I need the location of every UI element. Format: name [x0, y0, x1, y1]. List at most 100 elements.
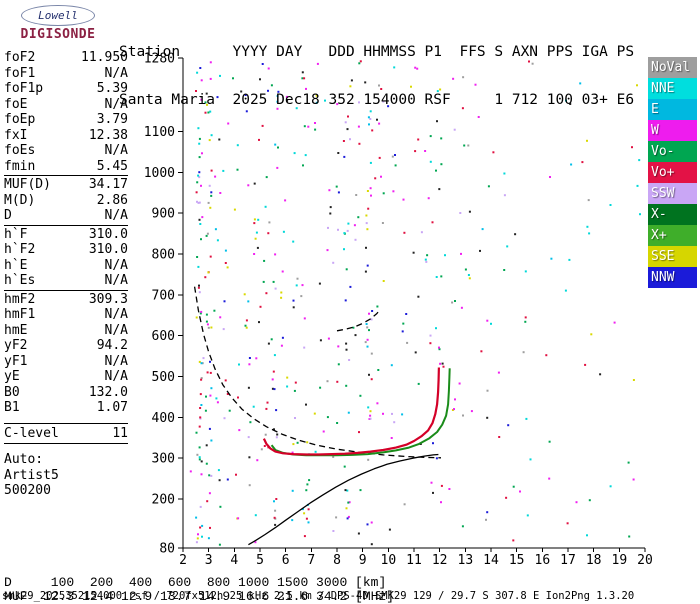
- y-tick-label: 700: [152, 288, 175, 303]
- param-mufd: MUF(D) 34.17: [4, 177, 128, 193]
- param-value: 3.79: [96, 112, 128, 127]
- param-ye: yE N/A: [4, 369, 128, 385]
- legend-item-x: X-: [648, 204, 697, 225]
- param-label: B0: [4, 384, 20, 400]
- muf-transmission-curve: [193, 286, 442, 459]
- virtual-height-params: h`F 310.0 h`F2 310.0 h`E N/A h`Es N/A: [4, 227, 128, 289]
- param-value: 94.2: [96, 338, 128, 353]
- station-header: Station YYYY DAY DDD HHMMSS P1 FFS S AXN…: [119, 12, 634, 124]
- param-b0: B0 132.0: [4, 385, 128, 401]
- param-label: yF2: [4, 338, 28, 353]
- param-label: foF1p: [4, 81, 44, 96]
- param-label: fxI: [4, 127, 28, 143]
- station-header-columns: Station YYYY DAY DDD HHMMSS P1 FFS S AXN…: [119, 44, 635, 60]
- param-label: foEp: [4, 112, 36, 127]
- x-tick-label: 9: [359, 553, 367, 568]
- param-value: 11.950: [81, 50, 128, 65]
- param-value: 34.17: [88, 177, 128, 192]
- legend-item-w: W: [648, 120, 697, 141]
- y-tick-label: 600: [152, 329, 175, 344]
- param-value: N/A: [104, 65, 128, 81]
- x-tick-label: 17: [560, 553, 576, 568]
- y-tick-label: 300: [152, 452, 175, 467]
- muf-distance-table: D 100 200 400 600 800 1000 1500 3000 [km…: [4, 575, 395, 604]
- x-tick-label: 19: [612, 553, 628, 568]
- param-label: yF1: [4, 353, 28, 369]
- x-tick-label: 20: [637, 553, 653, 568]
- param-label: foE: [4, 96, 28, 112]
- param-value: 132.0: [88, 384, 128, 400]
- param-label: C-level: [4, 425, 59, 441]
- station-header-values: Santa Maria 2025 Dec18 352 154000 RSF 1 …: [119, 92, 635, 108]
- param-label: h`F2: [4, 242, 36, 257]
- param-foes: foEs N/A: [4, 143, 128, 159]
- param-label: hmE: [4, 322, 28, 338]
- legend-item-x: X+: [648, 225, 697, 246]
- param-value: 309.3: [88, 291, 128, 307]
- auto-line: Artist5: [4, 467, 59, 483]
- param-value: 5.45: [96, 158, 128, 174]
- param-label: foF2: [4, 50, 36, 65]
- y-tick-label: 800: [152, 248, 175, 263]
- y-tick-label: 900: [152, 207, 175, 222]
- color-legend: NoVal NNE E W Vo- Vo+ SSW X- X+ SSE NNW: [648, 57, 697, 288]
- x-tick-label: 11: [406, 553, 422, 568]
- param-label: foEs: [4, 143, 36, 158]
- panel-separator: [4, 175, 128, 176]
- legend-item-nne: NNE: [648, 78, 697, 99]
- x-tick-label: 12: [432, 553, 448, 568]
- param-label: B1: [4, 400, 20, 415]
- x-tick-label: 6: [282, 553, 290, 568]
- panel-separator: [4, 224, 128, 226]
- param-fxi: fxI 12.38: [4, 128, 128, 144]
- param-foe: foE N/A: [4, 97, 128, 113]
- param-hes: h`Es N/A: [4, 273, 128, 289]
- param-value: 310.0: [88, 242, 128, 257]
- param-label: h`F: [4, 226, 28, 242]
- param-clevel: C-level 11: [4, 426, 128, 442]
- param-hf: h`F 310.0: [4, 227, 128, 243]
- param-d: D N/A: [4, 208, 128, 224]
- parameter-panel: foF2 11.950 foF1 N/A foF1p 5.39 foE N/A foEp 3.79…: [4, 50, 128, 499]
- x-tick-label: 5: [256, 553, 264, 568]
- param-label: yE: [4, 369, 20, 384]
- param-value: N/A: [104, 322, 128, 338]
- legend-item-e: E: [648, 99, 697, 120]
- param-value: 12.38: [88, 127, 128, 143]
- y-tick-label: 1100: [144, 125, 175, 140]
- param-value: N/A: [104, 96, 128, 112]
- x-tick-label: 13: [458, 553, 474, 568]
- true-height-params: hmF2 309.3 hmF1 N/A hmE N/A yF2 94.2 yF1 N/A yE N/A…: [4, 292, 128, 416]
- param-fof2: foF2 11.950: [4, 50, 128, 66]
- y-tick-label: 500: [152, 370, 175, 385]
- legend-item-ssw: SSW: [648, 183, 697, 204]
- x-tick-label: 18: [586, 553, 602, 568]
- confidence-level: C-level 11: [4, 422, 128, 444]
- x-tick-label: 10: [381, 553, 397, 568]
- echo-noise-dots: [189, 60, 641, 546]
- param-value: N/A: [104, 353, 128, 369]
- param-b1: B1 1.07: [4, 400, 128, 416]
- x-tick-label: 3: [205, 553, 213, 568]
- param-value: N/A: [104, 369, 128, 384]
- y-tick-label: 80: [159, 542, 175, 557]
- chart-axes: 80 200 300 400 500 600 700 800 900 1000 1100 1280 2 3…: [144, 52, 653, 569]
- param-label: hmF1: [4, 307, 36, 322]
- x-tick-label: 4: [230, 553, 238, 568]
- param-he: h`E N/A: [4, 258, 128, 274]
- file-info-footer: smk29_2025352154000.rsf / 720fx512h 25 k…: [2, 590, 635, 602]
- second-hop-trace: [336, 309, 381, 332]
- param-value: N/A: [104, 143, 128, 158]
- param-value: 5.39: [96, 81, 128, 96]
- x-tick-label: 14: [483, 553, 499, 568]
- param-hme: hmE N/A: [4, 323, 128, 339]
- logo-digisonde-text: DIGISONDE: [20, 27, 96, 42]
- param-fmin: fmin 5.45: [4, 159, 128, 175]
- auto-label: Auto:: [4, 452, 44, 467]
- param-value: 11: [112, 425, 128, 441]
- o-mode-trace: [262, 367, 440, 456]
- param-label: h`E: [4, 257, 28, 273]
- param-fof1: foF1 N/A: [4, 66, 128, 82]
- param-label: hmF2: [4, 291, 36, 307]
- param-value: 1.07: [96, 400, 128, 415]
